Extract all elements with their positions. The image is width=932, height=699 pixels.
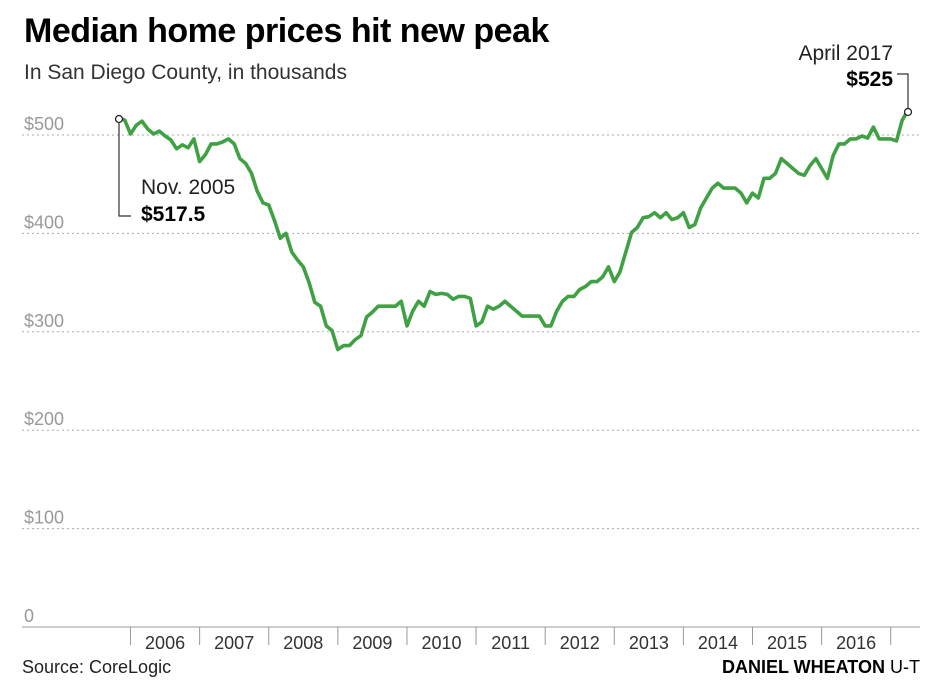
x-tick-label: 2014 (698, 633, 738, 653)
start-annotation-marker (114, 114, 124, 124)
chart-subtitle: In San Diego County, in thousands (24, 61, 347, 84)
x-tick-label: 2012 (560, 633, 600, 653)
start-annotation-date: Nov. 2005 (141, 176, 235, 199)
source-note: Source: CoreLogic (22, 657, 172, 677)
y-axis-labels: 0 $100 $200 $300 $400 $500 (24, 114, 64, 626)
x-tick-label: 2015 (767, 633, 807, 653)
credit-org: U-T (890, 657, 920, 677)
credit-name: DANIEL WHEATON (721, 657, 885, 677)
x-axis: 2006 2007 2008 2009 2010 2011 2012 2013 2014 2015… (22, 626, 920, 653)
credit: DANIEL WHEATON U-T (722, 657, 920, 678)
start-annotation-value: $517.5 (141, 203, 206, 226)
end-annotation-marker (903, 107, 913, 117)
x-tick-label: 2011 (491, 633, 530, 653)
y-tick-label: $100 (24, 508, 64, 528)
end-annotation-leader (897, 73, 909, 110)
y-tick-label: $400 (24, 212, 64, 232)
x-tick-label: 2016 (836, 633, 876, 653)
x-tick-label: 2009 (352, 633, 392, 653)
x-tick-label: 2010 (421, 633, 461, 653)
price-series (117, 108, 910, 352)
start-annotation-leader (118, 119, 131, 217)
y-tick-label: $500 (24, 114, 64, 134)
end-annotation-value: $525 (846, 68, 893, 91)
price-line (117, 108, 910, 352)
annotations: Nov. 2005 $517.5 April 2017 $525 (114, 42, 913, 226)
x-tick-label: 2013 (629, 633, 669, 653)
y-tick-label: 0 (24, 606, 34, 626)
x-tick-label: 2008 (283, 633, 323, 653)
end-annotation-date: April 2017 (798, 42, 893, 65)
y-tick-label: $300 (24, 311, 64, 331)
x-tick-label: 2006 (145, 633, 185, 653)
y-tick-label: $200 (24, 409, 64, 429)
chart-title: Median home prices hit new peak (24, 12, 549, 50)
x-tick-label: 2007 (214, 633, 254, 653)
